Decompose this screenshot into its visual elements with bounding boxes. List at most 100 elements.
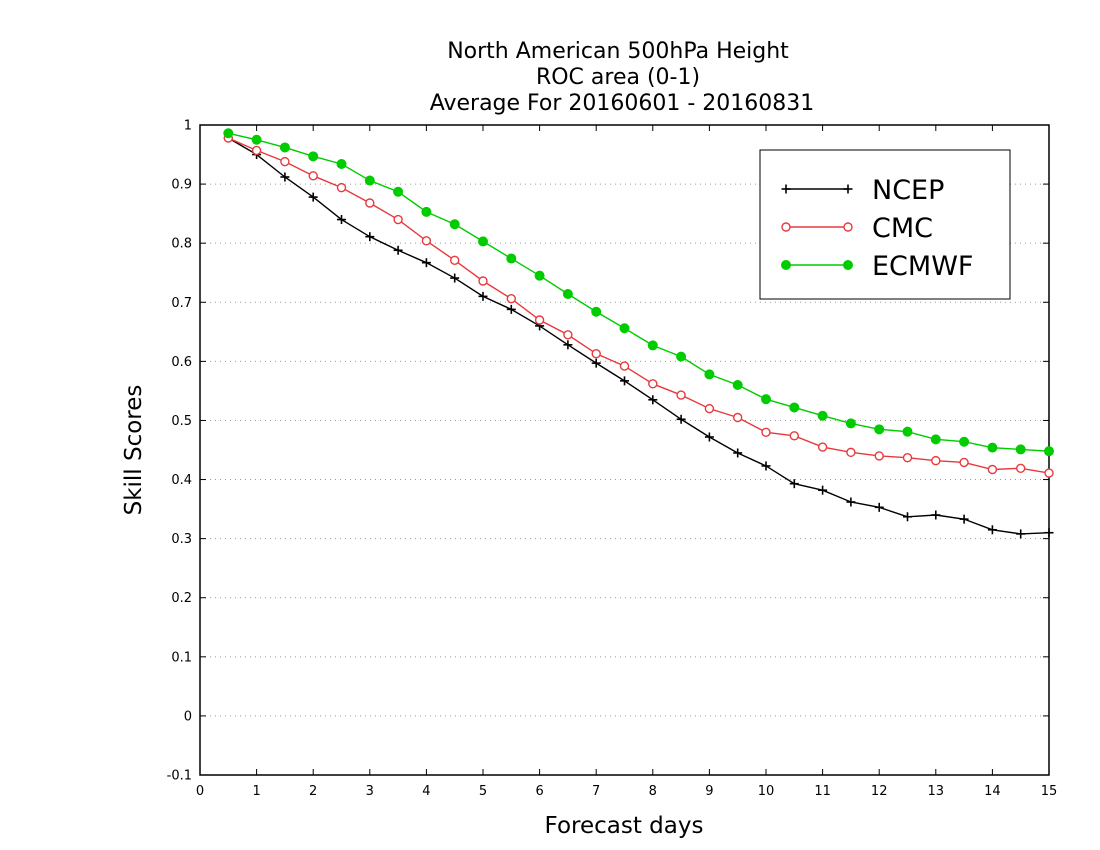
- legend-entry-cmc: CMC: [781, 213, 933, 244]
- ecmwf-point: [845, 418, 856, 429]
- cmc-line: [228, 137, 1050, 474]
- chart-title: North American 500hPa Height ROC area (0…: [430, 39, 815, 116]
- cmc-point: [619, 361, 630, 371]
- cmc-point: [478, 276, 488, 286]
- ncep-point: [591, 358, 601, 368]
- cmc-point: [733, 412, 743, 423]
- ecmwf-point: [676, 351, 687, 362]
- cmc-point: [959, 457, 969, 468]
- cmc-point: [789, 431, 799, 441]
- chart-title-line-2: ROC area (0-1): [536, 65, 700, 90]
- ecmwf-point: [647, 340, 658, 351]
- ncep-line: [227, 137, 1050, 535]
- ncep-point: [846, 497, 856, 507]
- legend-entry-ncep: NCEP: [781, 175, 944, 206]
- x-tick-label: 9: [705, 784, 713, 799]
- cmc-point: [648, 379, 658, 389]
- cmc-point: [987, 464, 998, 475]
- legend-swatch-marker: [843, 184, 853, 194]
- cmc-point: [365, 198, 375, 208]
- ncep-point: [620, 376, 629, 386]
- y-tick-label: 1: [184, 119, 192, 134]
- x-axis-title: Forecast days: [545, 813, 704, 839]
- series-ncep: [223, 133, 1054, 539]
- cmc-point: [761, 427, 771, 437]
- y-tick-label: 0.3: [171, 532, 192, 547]
- ecmwf-point: [562, 289, 573, 299]
- x-tick-label: 8: [649, 784, 657, 799]
- ncep-point: [478, 291, 488, 301]
- ecmwf-point: [591, 306, 602, 317]
- cmc-point: [534, 315, 545, 325]
- ecmwf-point: [449, 219, 460, 230]
- ncep-point: [676, 414, 686, 424]
- ncep-point: [1016, 529, 1026, 539]
- cmc-point: [817, 442, 828, 452]
- ncep-point: [704, 432, 714, 442]
- ecmwf-point: [930, 434, 941, 445]
- cmc-point: [251, 145, 262, 156]
- x-tick-label: 6: [535, 784, 543, 799]
- ncep-point: [648, 395, 658, 405]
- x-tick-label: 13: [928, 784, 945, 799]
- ncep-point: [308, 192, 318, 202]
- cmc-point: [902, 452, 913, 463]
- ecmwf-point: [279, 142, 290, 153]
- cmc-point: [280, 156, 290, 167]
- data-series: [223, 128, 1054, 539]
- cmc-point: [591, 348, 601, 359]
- cmc-point: [1016, 463, 1026, 474]
- x-tick-label: 11: [814, 784, 831, 799]
- legend-swatch-marker: [781, 222, 791, 232]
- ecmwf-point: [308, 151, 319, 162]
- y-tick-label: 0.7: [171, 296, 192, 311]
- ncep-point: [959, 514, 969, 524]
- ncep-point: [903, 512, 912, 522]
- ecmwf-point: [506, 253, 517, 264]
- ecmwf-point: [1015, 444, 1026, 455]
- y-tick-label: 0.6: [171, 355, 192, 370]
- ecmwf-point: [364, 175, 375, 186]
- y-tick-label: 0.4: [171, 473, 192, 488]
- ncep-point: [1044, 528, 1054, 538]
- x-tick-label: 2: [309, 784, 317, 799]
- ecmwf-point: [959, 436, 970, 447]
- x-tick-label: 14: [984, 784, 1001, 799]
- ecmwf-point: [619, 323, 630, 334]
- cmc-point: [450, 255, 460, 266]
- cmc-point: [931, 455, 941, 466]
- ncep-point: [421, 258, 431, 268]
- chart-title-line-3: Average For 20160601 - 20160831: [430, 91, 815, 116]
- ncep-point: [506, 304, 516, 314]
- cmc-point: [563, 330, 573, 340]
- ecmwf-point: [421, 206, 432, 217]
- y-tick-label: 0: [184, 709, 192, 724]
- ncep-point: [280, 172, 290, 182]
- cmc-point: [1044, 468, 1054, 478]
- y-tick-label: 0.1: [171, 650, 192, 665]
- cmc-point: [393, 214, 403, 225]
- ncep-point: [761, 461, 771, 471]
- cmc-point: [308, 171, 318, 181]
- x-tick-label: 0: [196, 784, 204, 799]
- y-tick-label: 0.2: [171, 591, 192, 606]
- y-axis-ticks: -0.1 0 0.1 0.2 0.3 0.4 0.5 0.6 0.7 0.8 0.9 1: [167, 119, 1049, 784]
- ecmwf-point: [393, 186, 404, 197]
- x-tick-label: 10: [758, 784, 775, 799]
- series-ecmwf: [223, 128, 1054, 457]
- ncep-point: [563, 340, 573, 350]
- ncep-point: [450, 273, 460, 283]
- ecmwf-point: [732, 380, 743, 390]
- cmc-point: [676, 390, 686, 400]
- legend-box: [759, 149, 1011, 300]
- ecmwf-point: [874, 424, 885, 435]
- legend-swatch-marker: [781, 260, 791, 270]
- legend: NCEP CMC ECMWF: [759, 149, 1011, 300]
- x-tick-label: 4: [422, 784, 430, 799]
- ecmwf-point: [478, 236, 488, 247]
- x-tick-label: 7: [592, 784, 600, 799]
- cmc-point: [704, 403, 715, 414]
- ncep-point: [393, 245, 403, 255]
- ecmwf-point: [817, 410, 828, 421]
